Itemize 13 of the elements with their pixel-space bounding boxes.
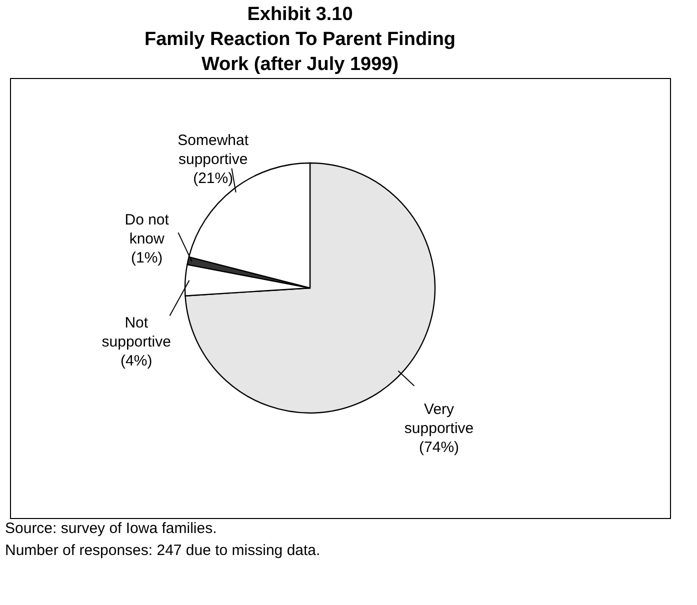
- text: Work (after July 1999): [201, 54, 399, 75]
- slice-label: Somewhat supportive: [178, 132, 250, 168]
- text: Family Reaction To Parent Finding: [144, 29, 456, 50]
- source-note: Source: survey of Iowa families.: [5, 520, 217, 537]
- text: Number of responses: 247 due to missing data.: [5, 542, 320, 559]
- data-label: (1%): [130, 249, 163, 266]
- slice-label: Very supportive: [404, 401, 474, 438]
- text: Exhibit 3.10: [247, 4, 353, 25]
- data-label: (4%): [120, 352, 152, 370]
- data-label: (74%): [419, 439, 460, 456]
- slice-label: Do not know: [124, 211, 170, 248]
- data-label: (21%): [193, 170, 234, 187]
- slice-label: Not supportive: [102, 314, 171, 350]
